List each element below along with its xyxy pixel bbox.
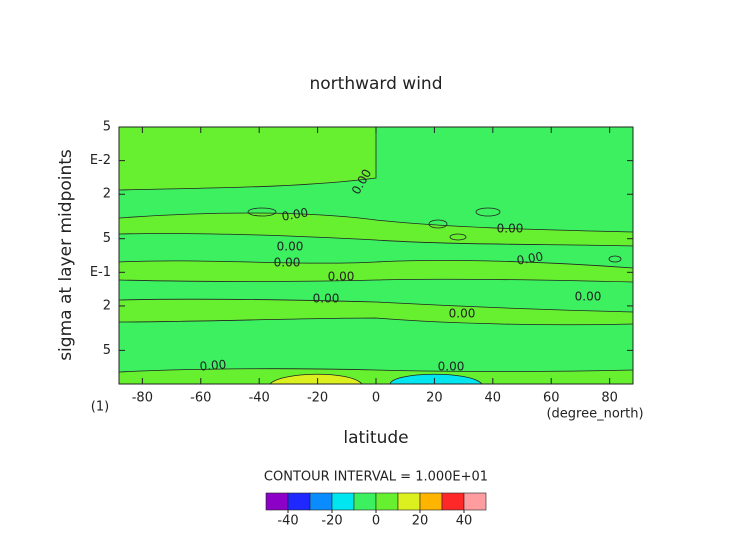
contour-label: 0.00 bbox=[449, 307, 476, 321]
y-tick-label: E-1 bbox=[90, 265, 111, 280]
contour-field bbox=[118, 127, 634, 385]
field-region bbox=[119, 260, 633, 282]
contour-label: 0.00 bbox=[438, 360, 465, 374]
y-tick-label: E-2 bbox=[90, 153, 111, 168]
x-tick-label: 0 bbox=[372, 391, 380, 406]
contour-label: 0.00 bbox=[575, 290, 602, 304]
colorbar-tick-label: 40 bbox=[456, 514, 473, 529]
x-axis-label: latitude bbox=[343, 428, 408, 448]
contour-label: 0.00 bbox=[497, 222, 524, 236]
x-tick-label: 40 bbox=[485, 391, 502, 406]
field-region bbox=[119, 368, 633, 384]
field-region bbox=[390, 374, 482, 384]
x-tick-label: -80 bbox=[132, 391, 153, 406]
colorbar-tick-label: -20 bbox=[321, 514, 342, 529]
colorbar-tick-label: 0 bbox=[372, 514, 380, 529]
field-region bbox=[119, 213, 633, 246]
contour-label: 0.00 bbox=[328, 270, 355, 284]
colorbar-swatch bbox=[265, 492, 289, 511]
y-tick-label: 5 bbox=[103, 231, 111, 246]
contour-label: 0.00 bbox=[274, 256, 301, 270]
contour-label: 0.00 bbox=[199, 357, 227, 373]
contour-interval: CONTOUR INTERVAL = 1.000E+01 bbox=[264, 470, 488, 485]
contour-label: 0.00 bbox=[516, 249, 545, 267]
colorbar-swatch bbox=[397, 492, 421, 511]
colorbar-swatch bbox=[331, 492, 355, 511]
x-tick-label: -60 bbox=[190, 391, 211, 406]
x-tick-label: 60 bbox=[543, 391, 560, 406]
field-region bbox=[119, 127, 376, 190]
x-tick-label: -20 bbox=[307, 391, 328, 406]
x-tick-label: 80 bbox=[601, 391, 618, 406]
colorbar-swatch bbox=[287, 492, 311, 511]
y-tick-label: 2 bbox=[103, 187, 111, 202]
colorbar-swatch bbox=[441, 492, 465, 511]
colorbar-tick-label: 20 bbox=[412, 514, 429, 529]
y-tick-label: 2 bbox=[103, 298, 111, 313]
field-region bbox=[270, 374, 362, 384]
colorbar-swatch bbox=[463, 492, 487, 511]
y-tick-label: 5 bbox=[103, 343, 111, 358]
colorbar-swatch bbox=[419, 492, 443, 511]
x-unit-label: (degree_north) bbox=[546, 407, 643, 422]
colorbar-swatch bbox=[353, 492, 377, 511]
chart-title: northward wind bbox=[309, 74, 442, 94]
contour-label: 0.00 bbox=[277, 240, 304, 254]
contour-label: 0.00 bbox=[313, 292, 340, 306]
x-tick-label: 20 bbox=[426, 391, 443, 406]
colorbar-swatch bbox=[309, 492, 333, 511]
y-tick-label: 5 bbox=[103, 120, 111, 135]
y-axis-label: sigma at layer midpoints bbox=[56, 149, 76, 361]
y-unit-label: (1) bbox=[91, 400, 109, 415]
contour-label: 0.00 bbox=[281, 205, 310, 223]
field-region bbox=[119, 299, 633, 325]
x-tick-label: -40 bbox=[249, 391, 270, 406]
colorbar-tick-label: -40 bbox=[277, 514, 298, 529]
colorbar-swatch bbox=[375, 492, 399, 511]
